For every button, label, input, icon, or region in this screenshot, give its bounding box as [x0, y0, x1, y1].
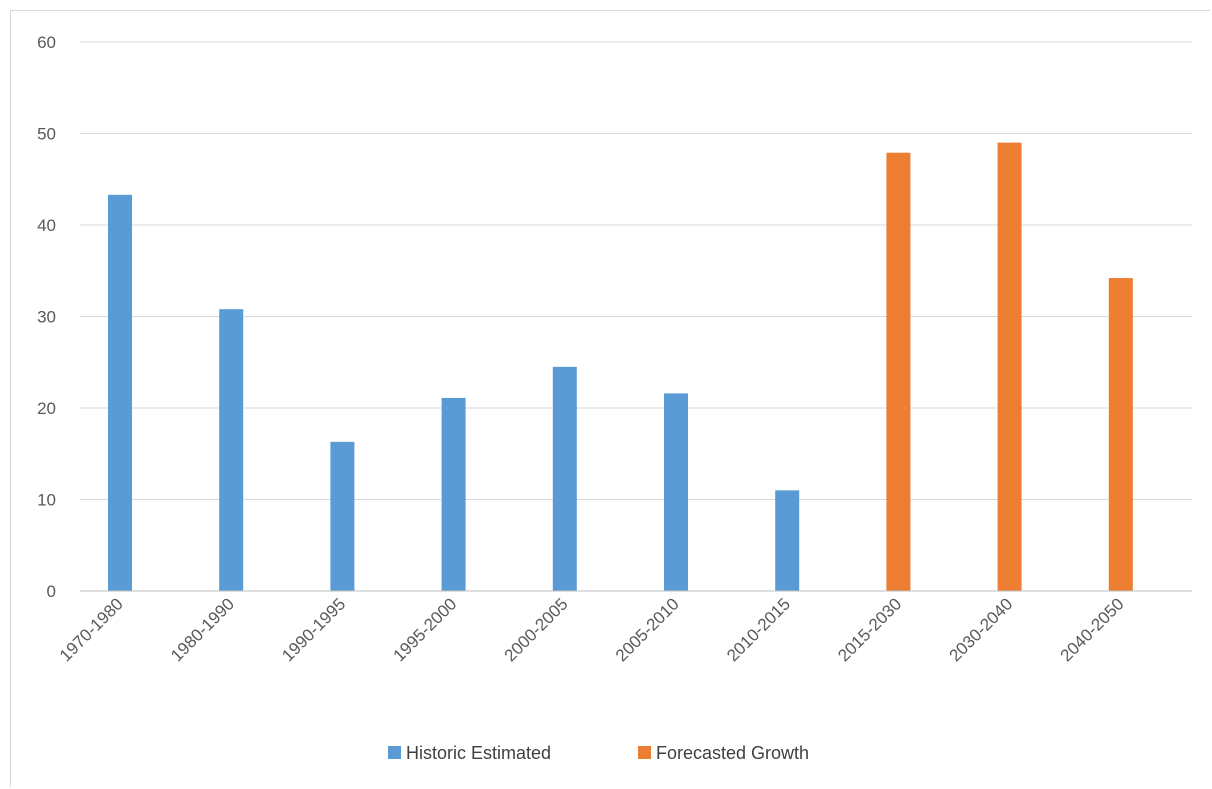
- bar-1990-1995: [330, 441, 355, 591]
- y-tick-label: 10: [37, 491, 56, 510]
- x-tick-label: 1995-2000: [389, 594, 460, 665]
- y-tick-label: 60: [37, 33, 56, 52]
- bar-2010-2015: [775, 490, 800, 591]
- bar-1970-1980: [108, 194, 132, 591]
- y-tick-label: 30: [37, 308, 56, 327]
- x-tick-label: 2040-2050: [1057, 594, 1128, 665]
- legend-label-forecasted-growth: Forecasted Growth: [656, 743, 809, 763]
- bar-1980-1990: [219, 309, 244, 591]
- bars: [108, 142, 1133, 591]
- y-tick-label: 0: [47, 582, 56, 601]
- chart-frame: [10, 10, 1210, 787]
- x-tick-label: 2005-2010: [612, 594, 683, 665]
- legend-label-historic-estimated: Historic Estimated: [406, 743, 551, 763]
- bar-2040-2050: [1108, 278, 1133, 591]
- bar-2005-2010: [664, 393, 688, 591]
- x-tick-label: 1980-1990: [167, 594, 238, 665]
- legend-swatch-historic-estimated: [388, 746, 401, 759]
- x-tick-label: 2010-2015: [723, 594, 794, 665]
- legend: Historic Estimated Forecasted Growth: [388, 743, 809, 763]
- bar-1995-2000: [441, 397, 466, 591]
- bar-2030-2040: [997, 142, 1022, 591]
- y-axis-tick-labels: 0 10 20 30 40 50 60: [37, 33, 56, 601]
- bar-2000-2005: [552, 366, 577, 591]
- x-tick-label: 2015-2030: [834, 594, 905, 665]
- y-tick-label: 50: [37, 125, 56, 144]
- bar-2015-2030: [886, 152, 911, 591]
- x-tick-label: 1970-1980: [56, 594, 127, 665]
- y-tick-label: 40: [37, 216, 56, 235]
- x-tick-label: 2030-2040: [945, 594, 1016, 665]
- legend-swatch-forecasted-growth: [638, 746, 651, 759]
- x-tick-label: 1990-1995: [278, 594, 349, 665]
- x-tick-label: 2000-2005: [501, 594, 572, 665]
- x-axis-tick-labels: 1970-1980 1980-1990 1990-1995 1995-2000 2000…: [56, 594, 1128, 665]
- gridlines: [80, 41, 1192, 500]
- y-tick-label: 20: [37, 399, 56, 418]
